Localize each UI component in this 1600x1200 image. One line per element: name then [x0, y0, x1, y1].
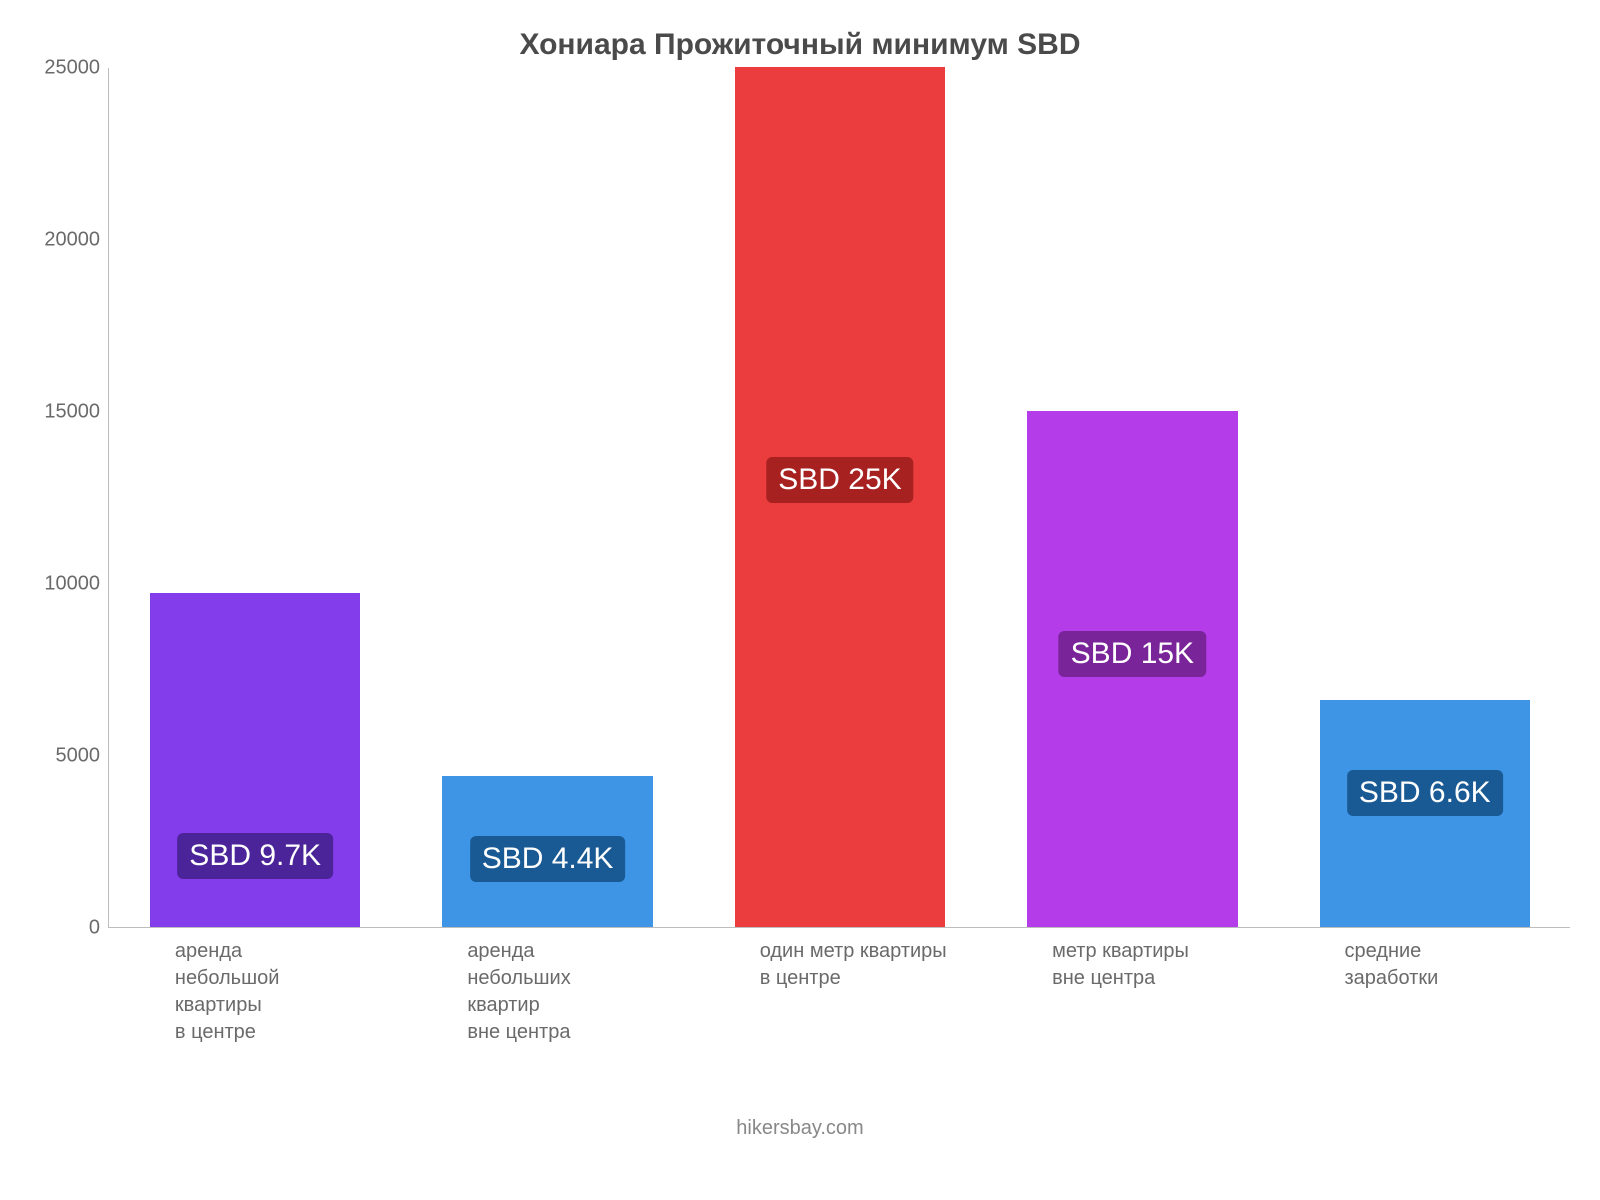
- plot-row: 0500010000150002000025000 SBD 9.7KSBD 4.…: [30, 68, 1570, 928]
- y-tick-label: 25000: [44, 57, 100, 80]
- bar-value-badge: SBD 15K: [1059, 631, 1206, 677]
- y-tick-label: 5000: [56, 745, 101, 768]
- plot-area: SBD 9.7K SBD 4.4K SBD 25K SBD 15K SBD 6.6K: [108, 68, 1570, 928]
- cost-of-living-chart: Хониара Прожиточный минимум SBD 0 5000 100…: [30, 20, 1570, 1140]
- x-label: аренда небольших квартир вне центра: [467, 938, 570, 1046]
- x-label-slot: один метр квартиры в центре: [693, 938, 985, 1108]
- y-tick-label: 20000: [44, 229, 100, 252]
- x-label-slot: аренда небольшой квартиры в центре: [108, 938, 400, 1108]
- x-axis-labels: аренда небольшой квартиры в центре аренда…: [108, 938, 1570, 1108]
- x-label-slot: аренда небольших квартир вне центра: [400, 938, 692, 1108]
- x-label: аренда небольшой квартиры в центре: [175, 938, 280, 1046]
- y-tick-label: 0: [89, 917, 100, 940]
- bar: SBD 25K: [735, 67, 946, 927]
- bar-value-badge: SBD 9.7K: [177, 833, 333, 879]
- attribution-text: hikersbay.com: [30, 1117, 1570, 1140]
- x-label-slot: средние заработки: [1278, 938, 1570, 1108]
- bar: SBD 4.4K: [442, 776, 653, 927]
- x-label: средние заработки: [1344, 938, 1438, 992]
- bar: SBD 6.6K: [1320, 700, 1531, 927]
- bar-value-badge: SBD 25K: [766, 457, 913, 503]
- x-label-slot: метр квартиры вне центра: [985, 938, 1277, 1108]
- bar: SBD 9.7K: [150, 593, 361, 927]
- x-label: метр квартиры вне центра: [1052, 938, 1189, 992]
- x-label: один метр квартиры в центре: [760, 938, 947, 992]
- bar-value-badge: SBD 6.6K: [1347, 770, 1503, 816]
- y-tick-label: 10000: [44, 573, 100, 596]
- bar: SBD 15K: [1027, 411, 1238, 927]
- y-axis: 0500010000150002000025000: [30, 68, 108, 928]
- bar-value-badge: SBD 4.4K: [470, 836, 626, 882]
- y-tick-label: 15000: [44, 401, 100, 424]
- chart-title: Хониара Прожиточный минимум SBD: [30, 20, 1570, 68]
